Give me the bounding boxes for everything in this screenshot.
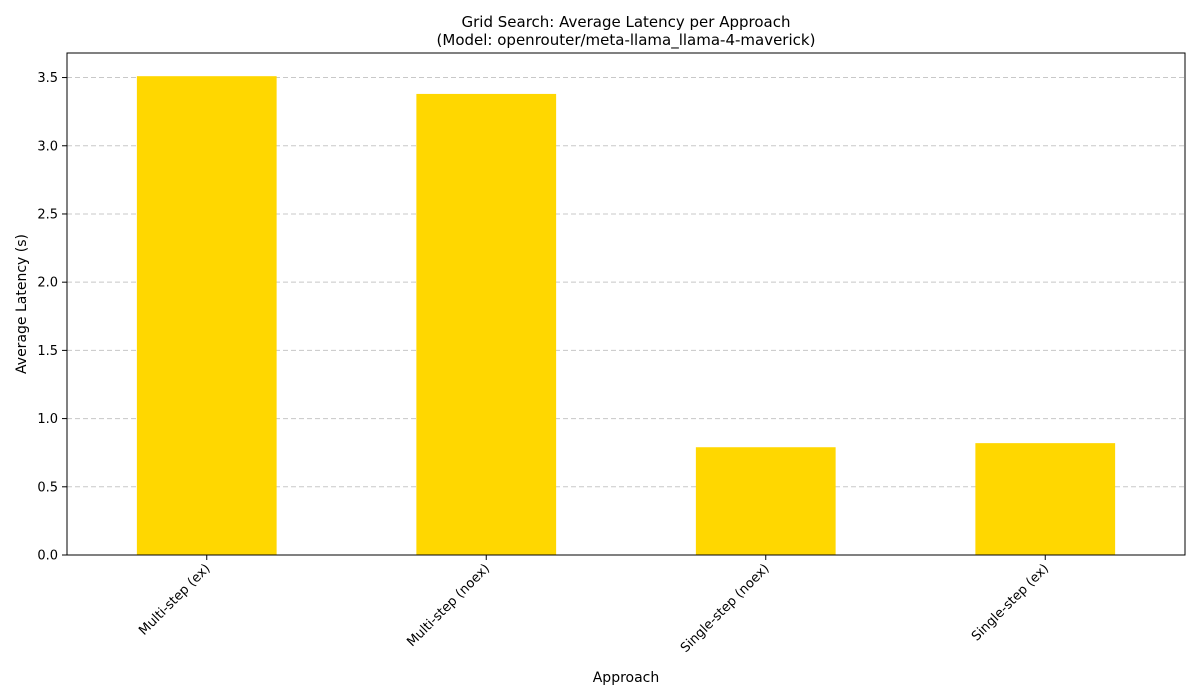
chart-title-line-2: (Model: openrouter/meta-llama_llama-4-ma… [437,31,816,50]
plot-frame [66,52,1186,556]
y-tick-label: 3.0 [37,139,58,154]
y-tick-label: 2.5 [37,207,58,222]
y-tick-label: 1.5 [37,344,58,359]
bar [975,443,1116,555]
y-tick-label: 0.5 [37,480,58,495]
bar [416,93,557,555]
y-tick-label: 1.0 [37,412,58,427]
x-axis-label: Approach [593,670,660,686]
y-tick-label: 3.5 [37,71,58,86]
bar [695,447,836,555]
y-axis-ticks: 0.0 0.5 1.0 1.5 2.0 2.5 3.0 3.5 [37,71,67,564]
y-tick-label: 2.0 [37,276,58,291]
bars [136,76,1116,555]
chart-title-line-1: Grid Search: Average Latency per Approac… [462,13,791,31]
y-tick-label: 0.0 [37,549,58,564]
bar [136,76,277,555]
y-axis-label: Average Latency (s) [14,234,30,374]
